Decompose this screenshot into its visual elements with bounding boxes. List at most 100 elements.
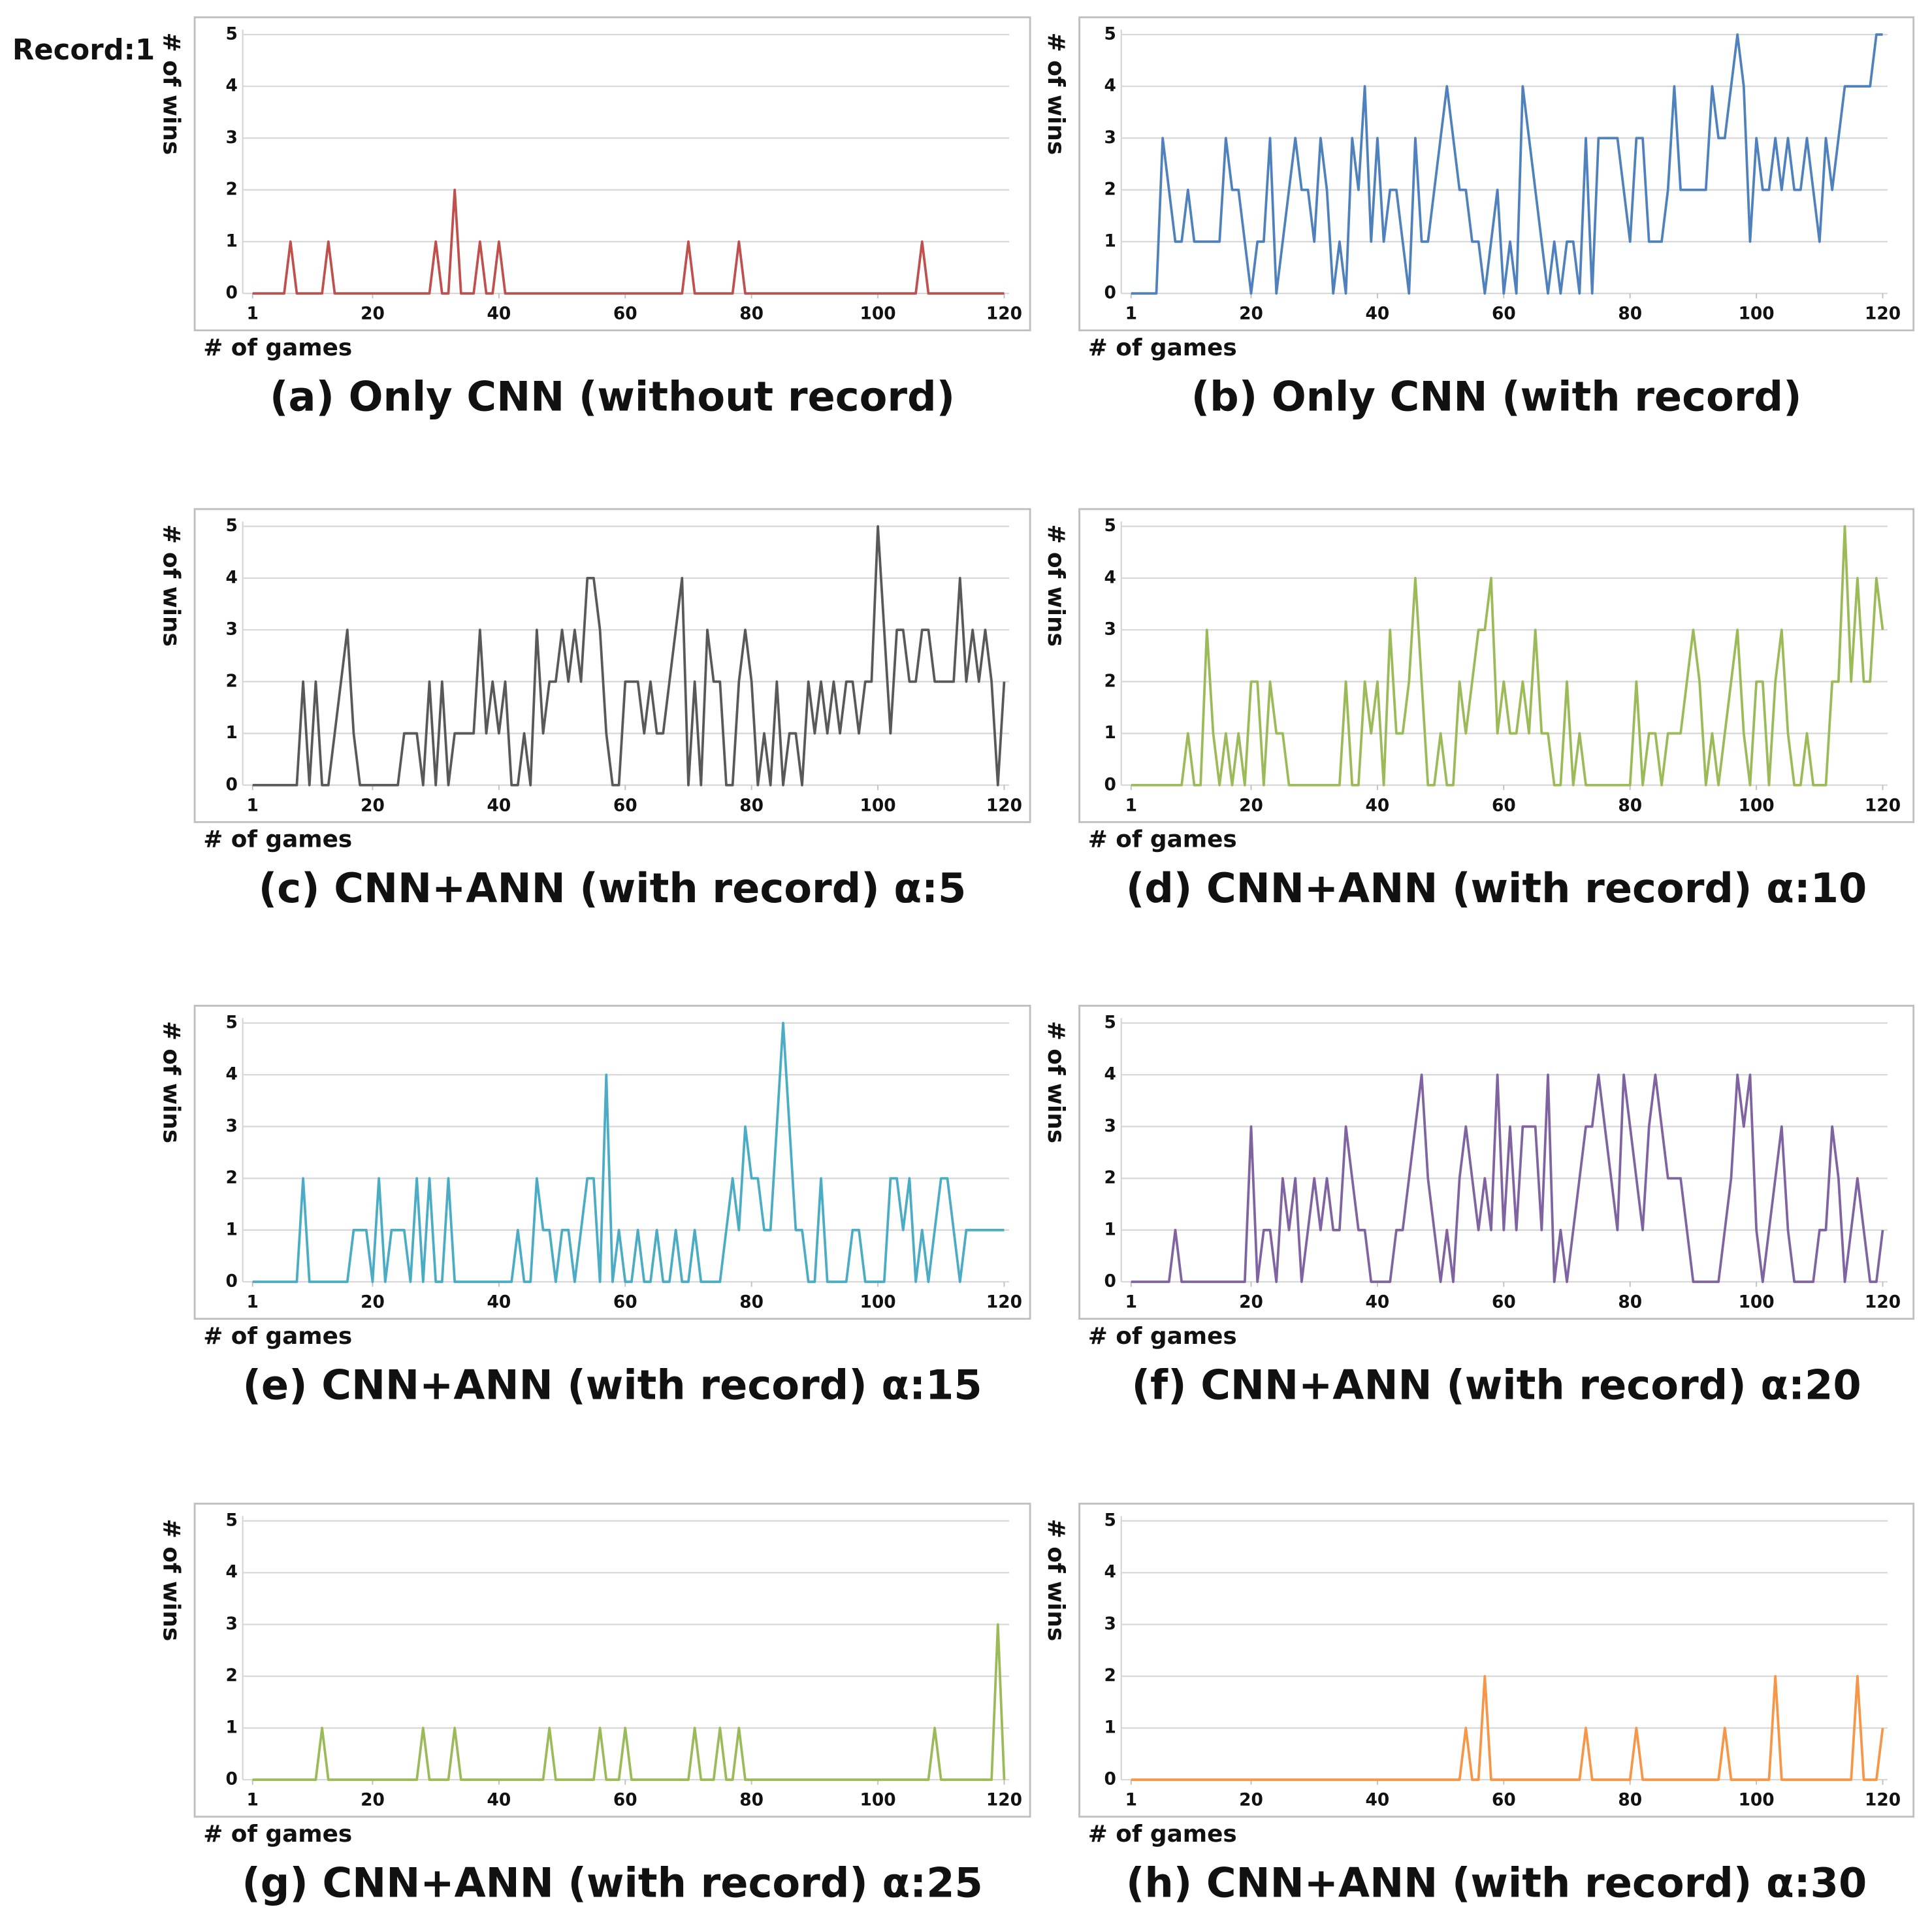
y-tick-label: 0 — [225, 283, 237, 303]
y-tick-label: 4 — [1104, 1064, 1116, 1084]
y-tick-label: 4 — [225, 1064, 237, 1084]
y-tick-label: 5 — [1104, 24, 1116, 44]
data-line — [252, 525, 1006, 787]
data-line — [1131, 525, 1884, 787]
x-tick-label: 80 — [1618, 1292, 1642, 1313]
y-tick-label: 3 — [225, 127, 237, 148]
x-tick-label: 20 — [1239, 1292, 1263, 1313]
y-tick-label: 2 — [225, 671, 237, 691]
y-axis-label: # of wins — [1042, 1519, 1069, 1641]
x-tick-label: 60 — [613, 795, 637, 815]
x-tick-label: 1 — [247, 1790, 259, 1810]
y-axis-label: # of wins — [157, 524, 184, 646]
y-tick-label: 0 — [1104, 1769, 1116, 1789]
y-tick-label: 2 — [225, 1167, 237, 1188]
y-tick-label: 3 — [1104, 619, 1116, 640]
x-tick-label: 20 — [361, 1292, 385, 1313]
record-label: Record:1 — [12, 34, 155, 67]
y-tick-label: 4 — [225, 1562, 237, 1582]
x-tick-label: 60 — [613, 1292, 637, 1313]
x-tick-label: 100 — [860, 1292, 896, 1313]
chart-title: (g) CNN+ANN (with record) α:25 — [242, 1859, 983, 1907]
x-tick-label: 120 — [1865, 1790, 1901, 1810]
x-tick-label: 100 — [1739, 304, 1775, 324]
x-tick-label: 60 — [613, 1790, 637, 1810]
y-tick-label: 0 — [225, 774, 237, 794]
y-tick-label: 4 — [225, 76, 237, 96]
x-tick-label: 120 — [1865, 795, 1901, 815]
x-tick-label: 20 — [361, 304, 385, 324]
y-tick-label: 0 — [1104, 774, 1116, 794]
x-tick-label: 60 — [613, 304, 637, 324]
y-tick-label: 2 — [225, 1665, 237, 1686]
y-tick-label: 1 — [1104, 1219, 1116, 1239]
y-tick-label: 1 — [1104, 723, 1116, 743]
y-tick-label: 5 — [1104, 1012, 1116, 1032]
x-tick-label: 80 — [739, 795, 764, 815]
x-axis-label: # of games — [203, 334, 352, 361]
y-axis-label: # of wins — [157, 33, 184, 155]
x-tick-label: 120 — [1865, 304, 1901, 324]
y-tick-label: 0 — [225, 1271, 237, 1292]
x-tick-label: 40 — [487, 1790, 511, 1810]
x-tick-label: 80 — [1618, 1790, 1642, 1810]
x-axis-label: # of games — [1088, 826, 1237, 853]
y-tick-label: 5 — [1104, 515, 1116, 536]
y-tick-label: 2 — [225, 179, 237, 199]
plot-frame — [1078, 1503, 1915, 1818]
chart-title: (d) CNN+ANN (with record) α:10 — [1126, 864, 1867, 912]
x-tick-label: 1 — [1125, 304, 1137, 324]
x-tick-label: 60 — [1492, 795, 1516, 815]
data-line — [1131, 33, 1883, 295]
x-tick-label: 40 — [487, 795, 511, 815]
x-tick-label: 100 — [1739, 1790, 1775, 1810]
x-axis-label: # of games — [203, 1821, 352, 1848]
x-tick-label: 40 — [1366, 1790, 1390, 1810]
x-tick-label: 120 — [986, 1292, 1022, 1313]
x-tick-label: 1 — [247, 304, 259, 324]
x-tick-label: 20 — [1239, 795, 1263, 815]
y-tick-label: 4 — [1104, 1562, 1116, 1582]
x-tick-label: 100 — [860, 1790, 896, 1810]
plot-frame — [1078, 16, 1915, 332]
x-tick-label: 20 — [1239, 1790, 1263, 1810]
y-tick-label: 3 — [225, 1116, 237, 1136]
x-axis-label: # of games — [1088, 1323, 1237, 1350]
x-tick-label: 60 — [1492, 304, 1516, 324]
y-tick-label: 0 — [1104, 283, 1116, 303]
data-line — [1131, 1674, 1884, 1782]
chart-title: (b) Only CNN (with record) — [1191, 372, 1802, 420]
x-tick-label: 40 — [487, 1292, 511, 1313]
x-axis-label: # of games — [203, 826, 352, 853]
y-tick-label: 5 — [225, 1510, 237, 1531]
y-tick-label: 5 — [225, 515, 237, 536]
y-tick-label: 2 — [1104, 179, 1116, 199]
y-axis-label: # of wins — [1042, 33, 1069, 155]
plot-frame — [193, 16, 1031, 332]
y-tick-label: 2 — [1104, 1167, 1116, 1188]
y-axis-label: # of wins — [157, 1519, 184, 1641]
x-tick-label: 100 — [1739, 795, 1775, 815]
data-line — [252, 1623, 1006, 1782]
chart-title: (c) CNN+ANN (with record) α:5 — [259, 864, 967, 912]
x-tick-label: 100 — [1739, 1292, 1775, 1313]
x-axis-label: # of games — [203, 1323, 352, 1350]
x-axis-label: # of games — [1088, 334, 1237, 361]
y-tick-label: 2 — [1104, 1665, 1116, 1686]
x-axis-label: # of games — [1088, 1821, 1237, 1848]
y-tick-label: 3 — [1104, 1116, 1116, 1136]
y-tick-label: 4 — [225, 567, 237, 587]
x-tick-label: 60 — [1492, 1292, 1516, 1313]
y-tick-label: 0 — [225, 1769, 237, 1789]
x-tick-label: 80 — [1618, 304, 1642, 324]
y-tick-label: 4 — [1104, 76, 1116, 96]
x-tick-label: 60 — [1492, 1790, 1516, 1810]
x-tick-label: 120 — [1865, 1292, 1901, 1313]
y-tick-label: 1 — [225, 231, 237, 251]
x-tick-label: 80 — [739, 1292, 764, 1313]
data-line — [252, 1021, 1005, 1283]
x-tick-label: 20 — [1239, 304, 1263, 324]
y-axis-label: # of wins — [1042, 1021, 1069, 1143]
x-tick-label: 1 — [1125, 795, 1137, 815]
